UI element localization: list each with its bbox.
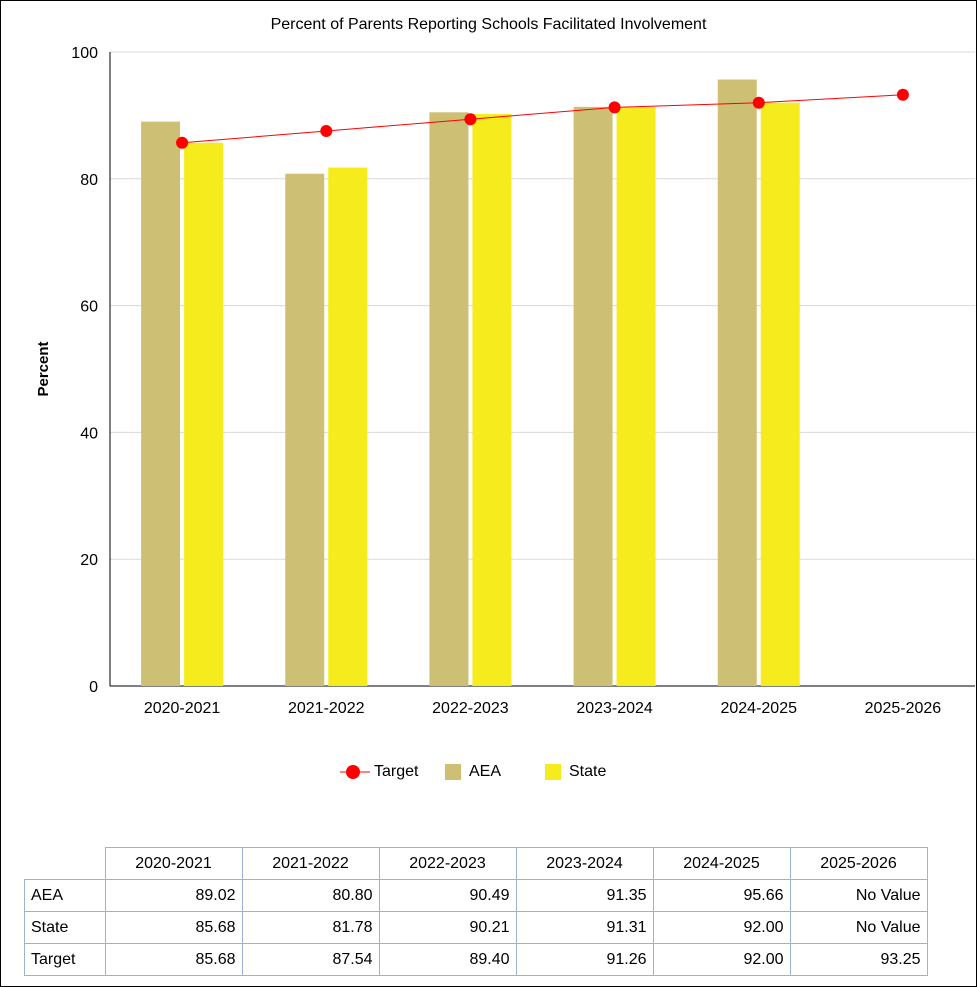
bar-state [760, 102, 800, 687]
target-point [176, 136, 189, 149]
table-cell: 91.26 [515, 943, 654, 976]
table-cell: No Value [789, 879, 928, 912]
table-row: Target 85.68 87.54 89.40 91.26 92.00 93.25 [24, 943, 928, 976]
table-cell: No Value [789, 911, 928, 944]
table-cell: 80.80 [241, 879, 380, 912]
target-point [608, 101, 621, 114]
target-point [320, 124, 333, 137]
table-column-header: 2023-2024 [515, 847, 654, 880]
target-line [182, 94, 903, 144]
target-point [464, 113, 477, 126]
y-tick-label: 0 [89, 679, 98, 696]
x-tick-label: 2022-2023 [432, 700, 509, 717]
legend-label: AEA [469, 763, 502, 780]
chart-canvas: 0 20 40 60 80 100 Percent 2020-2021 2021-2022 202… [35, 45, 975, 717]
y-axis-label: Percent [35, 341, 52, 396]
table-row-header: Target [24, 943, 106, 976]
bar-aea [285, 173, 325, 686]
table-body: AEA 89.02 80.80 90.49 91.35 95.66 No Value Stat… [24, 879, 928, 976]
legend-label: Target [374, 763, 419, 780]
table-cell: 81.78 [241, 911, 380, 944]
table-column-header: 2021-2022 [241, 847, 380, 880]
x-tick-label: 2021-2022 [288, 700, 365, 717]
legend-item-target: Target [340, 763, 418, 781]
table-cell: 92.00 [652, 911, 791, 944]
table-cell: 92.00 [652, 943, 791, 976]
y-tick-label: 80 [80, 172, 98, 189]
bar-state [616, 107, 656, 686]
legend-item-aea: AEA [445, 763, 501, 781]
table-corner-cell [24, 847, 106, 880]
legend-swatch-icon [445, 764, 461, 780]
table-row-header: State [24, 911, 106, 944]
x-tick-label: 2025-2026 [865, 700, 942, 717]
y-tick-label: 20 [80, 552, 98, 569]
x-tick-label: 2023-2024 [576, 700, 653, 717]
y-tick-label: 40 [80, 425, 98, 442]
target-point [752, 96, 765, 109]
legend-swatch-icon [545, 764, 561, 780]
table-row-header: AEA [24, 879, 106, 912]
bar-state [472, 114, 512, 686]
table-row: AEA 89.02 80.80 90.49 91.35 95.66 No Value [24, 879, 928, 912]
table-cell: 89.02 [104, 879, 243, 912]
table-cell: 95.66 [652, 879, 791, 912]
table-row: State 85.68 81.78 90.21 91.31 92.00 No Value [24, 911, 928, 944]
table-cell: 91.31 [515, 911, 654, 944]
table-cell: 91.35 [515, 879, 654, 912]
target-point [896, 88, 909, 101]
legend-line-dot-icon [340, 763, 370, 781]
bar-state [328, 167, 368, 687]
y-tick-label: 100 [71, 45, 98, 62]
chart-legend: Target AEA State [0, 763, 977, 787]
table-cell: 90.21 [378, 911, 517, 944]
table-cell: 87.54 [241, 943, 380, 976]
legend-item-state: State [545, 763, 606, 781]
chart-title: Percent of Parents Reporting Schools Fac… [270, 16, 707, 33]
bar-aea [573, 106, 613, 686]
table-cell: 93.25 [789, 943, 928, 976]
table-cell: 89.40 [378, 943, 517, 976]
table-cell: 85.68 [104, 911, 243, 944]
bar-aea [429, 112, 469, 687]
table-column-header: 2025-2026 [789, 847, 928, 880]
table-cell: 85.68 [104, 943, 243, 976]
bar-state [184, 142, 224, 686]
table-cell: 90.49 [378, 879, 517, 912]
bar-aea [717, 79, 757, 686]
y-tick-label: 60 [80, 299, 98, 316]
table-column-header: 2024-2025 [652, 847, 791, 880]
bar-aea [141, 121, 181, 686]
x-tick-label: 2020-2021 [144, 700, 221, 717]
table-column-header: 2022-2023 [378, 847, 517, 880]
table-column-header: 2020-2021 [104, 847, 243, 880]
x-tick-label: 2024-2025 [720, 700, 797, 717]
data-table: 2020-2021 2021-2022 2022-2023 2023-2024 2024… [24, 847, 928, 976]
table-header-row: 2020-2021 2021-2022 2022-2023 2023-2024 2024… [24, 847, 928, 880]
legend-label: State [569, 763, 607, 780]
